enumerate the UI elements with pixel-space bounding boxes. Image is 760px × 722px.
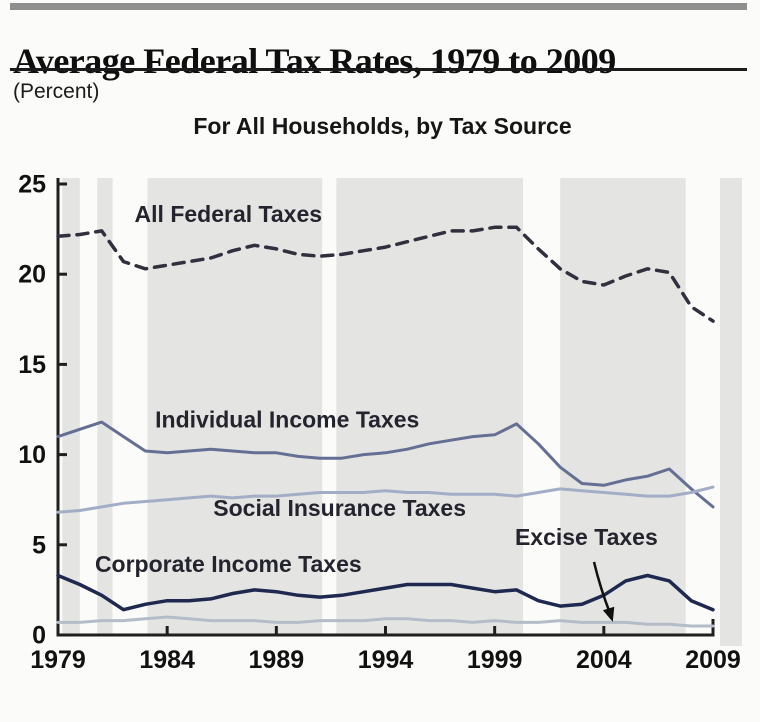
x-axis-tick-label: 1989 [249,646,305,674]
y-axis-tick-label: 25 [18,171,46,199]
series-line-all-federal-taxes [56,225,715,323]
y-axis-tick-label: 5 [32,531,46,559]
y-axis-tick-label: 15 [18,351,46,379]
y-axis-tick-label: 0 [32,622,46,650]
series-label-individual-income-taxes: Individual Income Taxes [155,407,419,433]
edge-shading-strip [720,178,742,646]
recession-shading-panel [62,178,80,635]
series-label-excise-taxes: Excise Taxes [515,524,658,550]
y-axis-tick-label: 20 [18,261,46,289]
x-axis-tick-label: 1979 [30,646,86,674]
recession-shading-panel [336,178,524,635]
x-axis-tick-label: 1994 [358,646,414,674]
x-axis-tick-label: 2004 [576,646,632,674]
series-line-social-insurance-taxes [56,485,715,514]
page-title: Average Federal Tax Rates, 1979 to 2009 [13,41,616,82]
x-axis-tick-label: 2009 [685,646,741,674]
recession-shading-panel [97,178,113,635]
top-accent-bar [10,3,747,10]
series-line-individual-income-taxes [56,420,715,509]
chart-title: For All Households, by Tax Source [193,113,572,139]
series-label-all-federal-taxes: All Federal Taxes [135,201,323,227]
recession-shading-panel [560,178,686,635]
series-line-excise-taxes [56,615,715,628]
x-axis-tick-label: 1999 [467,646,523,674]
x-axis-tick-label: 1984 [139,646,195,674]
series-label-corporate-income-taxes: Corporate Income Taxes [95,551,362,577]
title-divider [10,68,747,71]
y-axis-tick-label: 10 [18,441,46,469]
units-label: (Percent) [13,80,100,103]
excise-taxes-arrowhead [602,606,615,622]
series-label-social-insurance-taxes: Social Insurance Taxes [213,495,466,521]
